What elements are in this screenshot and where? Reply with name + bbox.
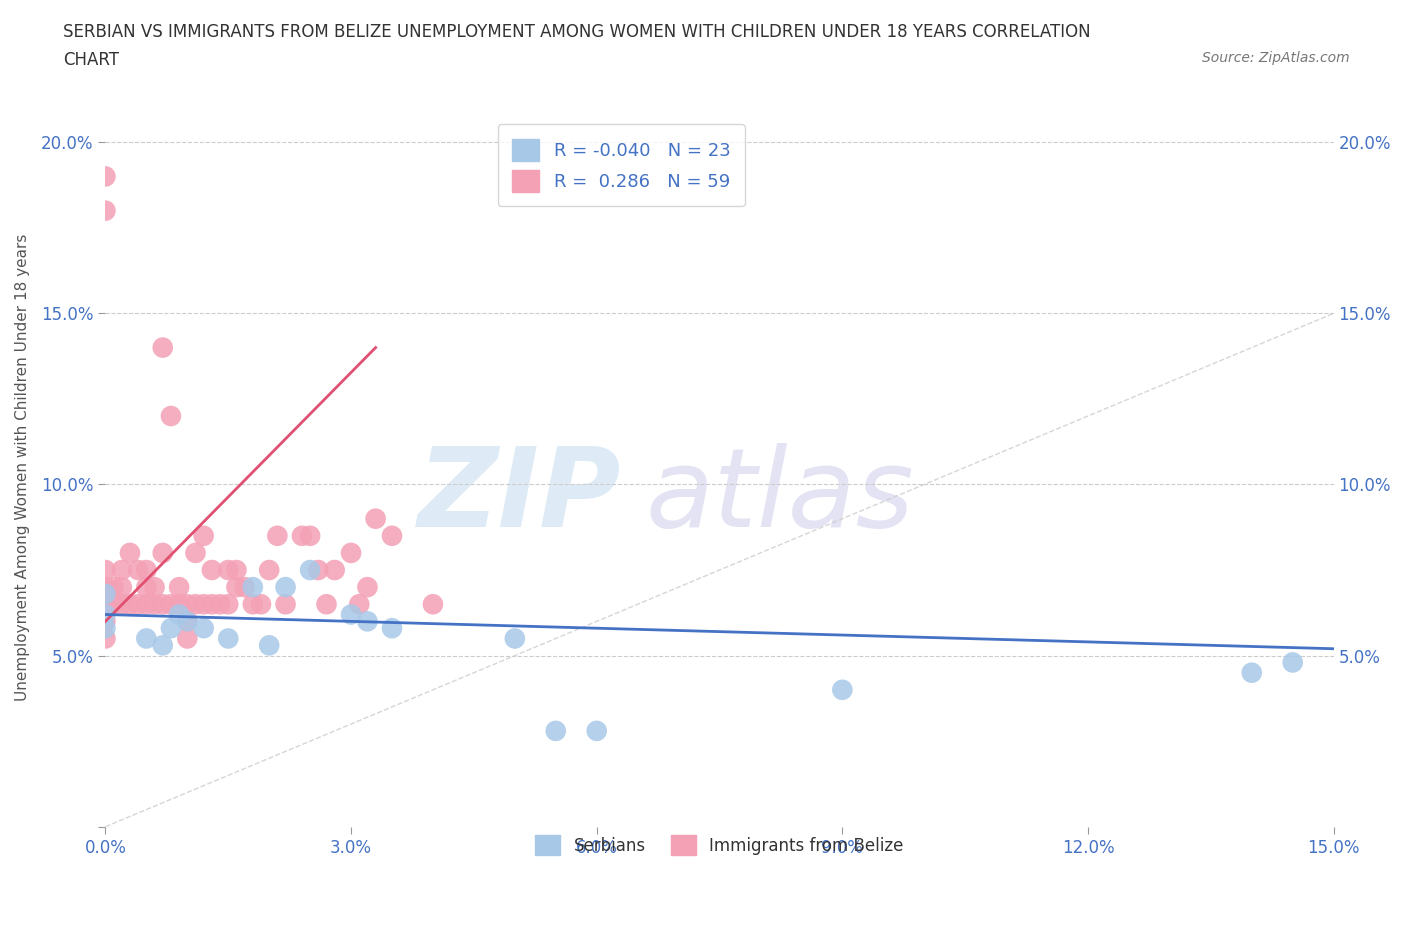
Point [381,528,404,543]
Point [94,563,117,578]
Text: SERBIAN VS IMMIGRANTS FROM BELIZE UNEMPLOYMENT AMONG WOMEN WITH CHILDREN UNDER 1: SERBIAN VS IMMIGRANTS FROM BELIZE UNEMPL… [63,23,1091,41]
Point [274,597,297,612]
Point [94,579,117,594]
Text: CHART: CHART [63,51,120,69]
Point [201,563,224,578]
Point [340,607,363,622]
Point [135,597,157,612]
Point [111,579,134,594]
Point [544,724,567,738]
Point [233,579,256,594]
Point [242,579,264,594]
Point [225,563,247,578]
Point [1281,655,1303,670]
Point [266,528,288,543]
Point [94,587,117,602]
Point [94,597,117,612]
Point [356,579,378,594]
Point [152,597,174,612]
Point [127,597,149,612]
Text: Source: ZipAtlas.com: Source: ZipAtlas.com [1202,51,1350,65]
Point [381,620,404,635]
Text: atlas: atlas [645,443,914,550]
Point [135,631,157,646]
Y-axis label: Unemployment Among Women with Children Under 18 years: Unemployment Among Women with Children U… [15,233,30,701]
Point [94,620,117,635]
Point [225,579,247,594]
Point [217,563,239,578]
Point [585,724,607,738]
Point [217,597,239,612]
Point [127,563,149,578]
Point [167,579,190,594]
Point [193,620,215,635]
Point [349,597,371,612]
Point [217,631,239,646]
Point [209,597,232,612]
Point [257,638,280,653]
Point [422,597,444,612]
Point [257,563,280,578]
Point [160,597,183,612]
Point [242,597,264,612]
Point [176,614,198,629]
Point [111,597,134,612]
Point [184,546,207,561]
Point [323,563,346,578]
Point [364,512,387,526]
Point [135,579,157,594]
Point [299,563,322,578]
Point [94,631,117,646]
Point [250,597,273,612]
Point [176,631,198,646]
Point [299,528,322,543]
Point [176,597,198,612]
Point [307,563,329,578]
Point [160,408,183,423]
Point [184,597,207,612]
Point [503,631,526,646]
Point [103,597,125,612]
Point [94,607,117,622]
Point [111,563,134,578]
Point [152,638,174,653]
Point [176,614,198,629]
Point [193,597,215,612]
Point [274,579,297,594]
Point [340,546,363,561]
Point [315,597,337,612]
Point [94,169,117,184]
Point [118,597,141,612]
Point [356,614,378,629]
Point [1240,665,1263,680]
Point [152,546,174,561]
Point [118,546,141,561]
Point [201,597,224,612]
Point [831,683,853,698]
Point [167,597,190,612]
Point [291,528,314,543]
Point [167,607,190,622]
Point [143,579,166,594]
Point [193,528,215,543]
Point [135,563,157,578]
Point [94,614,117,629]
Point [143,597,166,612]
Text: ZIP: ZIP [418,443,621,550]
Point [94,204,117,219]
Point [103,579,125,594]
Point [160,620,183,635]
Legend: Serbians, Immigrants from Belize: Serbians, Immigrants from Belize [522,822,917,869]
Point [152,340,174,355]
